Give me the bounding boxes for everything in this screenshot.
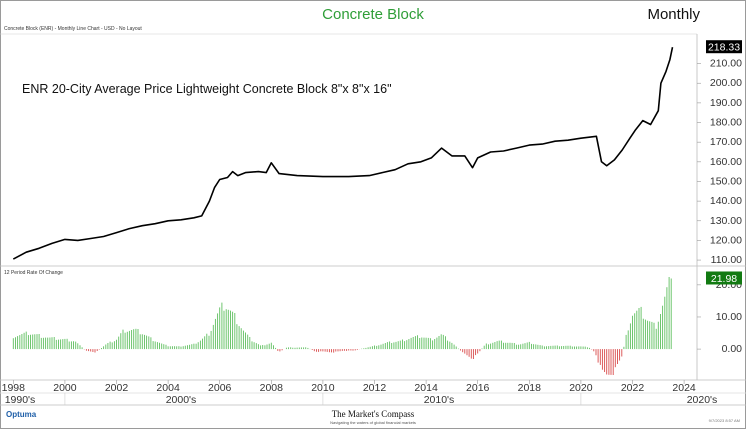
price-ytick-label: 110.00 bbox=[711, 254, 742, 266]
decade-label: 2000's bbox=[166, 394, 197, 406]
year-tick-label: 2024 bbox=[672, 382, 696, 394]
year-tick-label: 2020 bbox=[569, 382, 593, 394]
roc-ytick-label: 0.00 bbox=[722, 343, 743, 355]
price-ytick-label: 150.00 bbox=[710, 175, 742, 187]
period-label: Monthly bbox=[647, 6, 700, 23]
year-tick-label: 2012 bbox=[363, 382, 387, 394]
decade-label: 2010's bbox=[424, 394, 455, 406]
roc-ytick-label: 10.00 bbox=[716, 311, 742, 323]
year-tick-label: 2006 bbox=[208, 382, 232, 394]
price-last-value-label: 218.33 bbox=[708, 42, 740, 54]
price-ytick-label: 120.00 bbox=[710, 234, 742, 246]
decade-label: 1990's bbox=[5, 394, 36, 406]
price-ytick-label: 210.00 bbox=[710, 58, 742, 70]
price-ytick-label: 200.00 bbox=[710, 77, 742, 89]
year-tick-label: 1998 bbox=[2, 382, 26, 394]
price-ytick-label: 170.00 bbox=[710, 136, 742, 148]
brand-name: The Market's Compass bbox=[331, 409, 415, 419]
price-ytick-label: 190.00 bbox=[710, 97, 742, 109]
price-ytick-label: 140.00 bbox=[710, 195, 742, 207]
price-chart-title: ENR 20-City Average Price Lightweight Co… bbox=[22, 82, 392, 96]
price-ytick-label: 180.00 bbox=[710, 117, 742, 129]
footer-date: 9/7/2023 8:57 AM bbox=[708, 418, 740, 423]
price-ytick-label: 130.00 bbox=[710, 215, 742, 227]
year-tick-label: 2002 bbox=[105, 382, 129, 394]
optuma-logo: Optuma bbox=[6, 410, 37, 419]
roc-panel-title: 12 Period Rate Of Change bbox=[4, 270, 63, 276]
roc-last-value-label: 21.98 bbox=[711, 273, 737, 285]
year-tick-label: 2010 bbox=[311, 382, 335, 394]
year-tick-label: 2000 bbox=[53, 382, 77, 394]
year-tick-label: 2016 bbox=[466, 382, 490, 394]
roc-last-value-badge bbox=[706, 271, 742, 285]
chart-caption: Concrete Block (ENR) - Monthly Line Char… bbox=[4, 26, 142, 32]
year-tick-label: 2008 bbox=[260, 382, 284, 394]
year-tick-label: 2014 bbox=[414, 382, 438, 394]
decade-label: 2020's bbox=[687, 394, 718, 406]
chart-title: Concrete Block bbox=[322, 6, 424, 23]
price-ytick-label: 160.00 bbox=[710, 156, 742, 168]
year-tick-label: 2004 bbox=[156, 382, 180, 394]
year-tick-label: 2018 bbox=[518, 382, 542, 394]
year-tick-label: 2022 bbox=[621, 382, 645, 394]
price-last-value-badge bbox=[706, 40, 742, 54]
brand-tagline: Navigating the waters of global financia… bbox=[330, 420, 416, 425]
price-series-line bbox=[12, 47, 674, 260]
